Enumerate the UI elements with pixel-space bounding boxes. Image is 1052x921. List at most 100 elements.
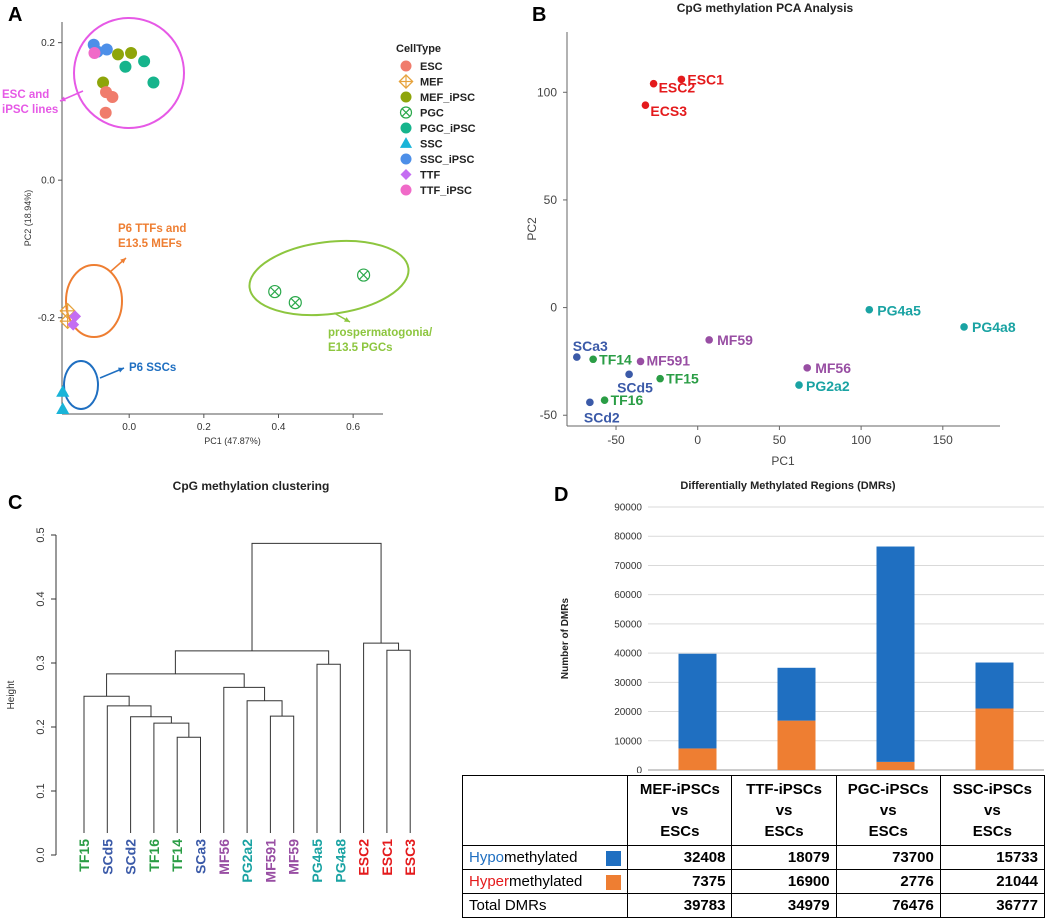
dendrogram-branch (176, 736, 201, 833)
x-tick-label: -50 (607, 433, 625, 447)
scatter-point (147, 76, 160, 89)
dmr-cell: 36777 (939, 893, 1046, 918)
ssc-annotation: P6 SSCs (129, 362, 176, 374)
dmr-cell: 73700 (835, 845, 941, 870)
dmr-cell: 18079 (731, 845, 837, 870)
y-axis-title: Number of DMRs (560, 598, 571, 680)
point-label: TF14 (599, 351, 632, 367)
dmr-col-header: SSC-iPSCs vs ESCs (939, 775, 1046, 846)
legend-marker (400, 169, 412, 180)
dmr-col-header: MEF-iPSCs vs ESCs (627, 775, 733, 846)
dendrogram-branch (386, 649, 411, 833)
marker-part (399, 106, 413, 119)
scatter-point (705, 336, 713, 344)
annotation-line: E13.5 PGCs (328, 342, 393, 354)
y-tick-label: 80000 (614, 532, 642, 543)
dmr-cell: 16900 (731, 869, 837, 894)
scatter-point (803, 364, 811, 372)
y-tick-label: 60000 (614, 590, 642, 601)
legend-label: PGC_iPSC (420, 123, 476, 135)
mef-cluster-ellipse (65, 264, 123, 338)
scatter-point (56, 402, 70, 414)
scatter-point (649, 79, 658, 88)
legend-marker (400, 91, 412, 103)
y-tick-label: 50000 (614, 619, 642, 630)
chart-title: CpG methylation clustering (173, 479, 330, 493)
dmr-row-hypo: Hypomethylated 32408 18079 73700 15733 (461, 845, 1046, 870)
leaf-label: PG2a2 (239, 839, 255, 883)
y-tick-label: 0.5 (35, 527, 47, 542)
bar-hypomethylated (777, 667, 816, 721)
scatter-point (119, 60, 132, 73)
panel-letter-a: A (8, 4, 23, 26)
point-label: TF15 (666, 371, 699, 387)
y-axis-title: Height (6, 680, 17, 709)
point-label: ESC2 (659, 80, 696, 96)
x-tick-label: 0 (694, 433, 701, 447)
scatter-point (960, 323, 968, 331)
legend-marker (399, 137, 413, 148)
y-tick-label: 0.0 (35, 847, 47, 862)
chart-title: CpG methylation PCA Analysis (677, 1, 854, 15)
scatter-point (88, 46, 101, 59)
leaf-label: MF591 (262, 839, 278, 883)
leaf-label: SCd2 (123, 839, 139, 875)
point-label: MF56 (815, 360, 851, 376)
leaf-label: SCa3 (193, 839, 209, 874)
dmr-row-total: Total DMRs 39783 34979 76476 36777 (461, 893, 1046, 918)
dendrogram-branch (269, 715, 295, 833)
dmr-table: MEF-iPSCs vs ESCs TTF-iPSCs vs ESCs PGC-iPSC… (461, 775, 1046, 918)
legend-label: TTF_iPSC (420, 185, 472, 197)
y-tick-label: 0.1 (35, 783, 47, 798)
y-axis-title: PC2 (18.94%) (23, 190, 33, 247)
legend-label: ESC (420, 61, 443, 73)
point-label: MF591 (647, 352, 691, 368)
leaf-label: PG4a5 (309, 839, 325, 883)
marker-part (290, 297, 300, 308)
y-tick-label: 0 (636, 766, 642, 774)
hypo-swatch (606, 851, 622, 866)
dmr-cell: 2776 (835, 869, 941, 894)
scatter-point (138, 55, 151, 68)
bar-hypermethylated (777, 720, 816, 770)
point-label: PG4a8 (972, 319, 1016, 335)
x-tick-label: 0.0 (122, 422, 136, 433)
leaf-label: ESC3 (402, 839, 418, 876)
y-tick-label: 0.2 (41, 38, 55, 49)
point-label: ECS3 (650, 103, 687, 119)
scatter-point (99, 106, 112, 119)
dmr-row-label: Total DMRs (461, 893, 629, 918)
scatter-point (641, 101, 650, 110)
y-tick-label: 0.4 (35, 591, 47, 606)
esc-annotation: ESC and iPSC lines (2, 89, 58, 116)
dendrogram-link (269, 715, 295, 833)
y-tick-label: 10000 (614, 736, 642, 747)
y-tick-label: 20000 (614, 707, 642, 718)
dmr-cell: 7375 (627, 869, 733, 894)
dendrogram-branch (223, 686, 266, 833)
panel-letter-d: D (554, 484, 569, 506)
marker-part (288, 295, 302, 310)
arrow-head (120, 258, 126, 264)
dmr-cell: 76476 (835, 893, 941, 918)
legend-title: CellType (396, 43, 441, 55)
scatter-point (288, 295, 302, 310)
scatter-point (656, 374, 664, 383)
dmr-cell: 15733 (939, 845, 1046, 870)
dmr-bar-chart-d: Differentially Methylated Regions (DMRs)… (560, 480, 1044, 774)
dmr-row-label: Hypermethylated (461, 869, 629, 894)
hyper-swatch (606, 875, 622, 890)
point-label: ESC1 (687, 71, 724, 87)
y-tick-label: 90000 (614, 503, 642, 514)
bar-hypomethylated (678, 653, 717, 749)
bar-stack (678, 653, 717, 770)
dmr-cell: 32408 (627, 845, 733, 870)
bar-hypermethylated (975, 708, 1014, 770)
legend-marker (400, 184, 412, 196)
dendrogram-branch (246, 700, 283, 833)
dmr-table-corner (461, 775, 629, 846)
x-tick-label: 0.4 (272, 422, 286, 433)
pgc-annotation: prospermatogonia/E13.5 PGCs (328, 327, 433, 354)
dendrogram-link (386, 649, 411, 833)
scatter-point (125, 46, 138, 59)
